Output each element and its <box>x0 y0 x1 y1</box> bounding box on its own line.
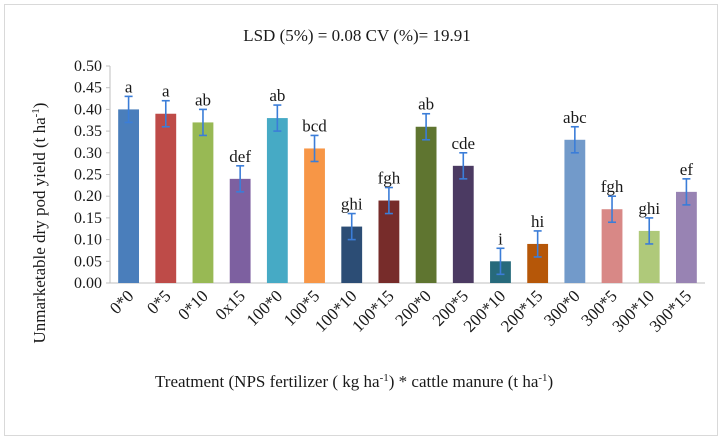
x-tick-label: 300*0 <box>540 286 583 329</box>
x-axis-label-sup: -1 <box>538 372 547 384</box>
significance-letter: fgh <box>378 169 401 188</box>
x-axis: 0*0 0*5 0*10 0x15100*0100*5100*10100*15200*… <box>106 282 705 336</box>
y-tick-label: 0.20 <box>74 188 102 205</box>
bar-300*15 <box>675 191 697 283</box>
x-tick-label: 200*0 <box>391 286 434 329</box>
bar-200*0 <box>415 126 437 283</box>
y-tick-label: 0.10 <box>74 232 102 249</box>
chart-frame: LSD (5%) = 0.08 CV (%)= 19.91 Unmarketab… <box>4 4 718 436</box>
significance-letter: cde <box>451 134 475 153</box>
bar-0*0 <box>118 109 140 284</box>
y-axis-label-sup: -1 <box>30 108 42 117</box>
x-tick-label: 0*10 <box>174 286 211 323</box>
x-tick-label: 0*0 <box>106 286 137 317</box>
significance-letter: ghi <box>341 195 363 214</box>
y-tick-label: 0.50 <box>74 58 102 75</box>
significance-letter: def <box>229 147 251 166</box>
bar-200*15 <box>527 243 549 283</box>
significance-letter: ab <box>418 95 434 114</box>
significance-letter: abc <box>563 108 587 127</box>
x-axis-label-sup: -1 <box>380 372 389 384</box>
bar-300*5 <box>601 209 623 283</box>
x-axis-label: Treatment (NPS fertilizer ( kg ha-1) * c… <box>155 372 553 391</box>
significance-letter: ghi <box>638 199 660 218</box>
bar-300*10 <box>638 230 660 283</box>
significance-letter: ab <box>195 90 211 109</box>
bar-100*10 <box>341 226 363 283</box>
x-tick-label: 300*15 <box>646 286 695 335</box>
y-axis-label: Unmarketable dry pod yield (t ha-1) <box>30 103 49 344</box>
y-tick-label: 0.15 <box>74 210 102 227</box>
bar-0*10 <box>192 122 214 283</box>
significance-letter: bcd <box>302 116 327 135</box>
bar-chart: LSD (5%) = 0.08 CV (%)= 19.91 Unmarketab… <box>30 26 705 391</box>
x-tick-label: 100*15 <box>348 286 397 335</box>
bar-200*5 <box>452 165 474 283</box>
significance-letter: a <box>125 77 133 96</box>
x-tick-label: 0*5 <box>143 286 174 317</box>
bar-100*0 <box>266 118 288 283</box>
y-tick-label: 0.25 <box>74 167 102 184</box>
bar-0*5 <box>155 113 177 284</box>
x-axis-label-part: ) * cattle manure (t ha <box>389 372 539 391</box>
significance-letter: ef <box>680 160 694 179</box>
y-tick-label: 0.40 <box>74 101 102 118</box>
bar-0x15 <box>229 178 251 283</box>
bar-100*5 <box>304 148 325 283</box>
x-axis-label-part: Treatment (NPS fertilizer ( kg ha <box>155 372 380 391</box>
y-tick-label: 0.05 <box>74 253 102 270</box>
y-tick-label: 0.00 <box>74 275 102 292</box>
significance-letter: ab <box>269 86 285 105</box>
bar-100*15 <box>378 200 400 283</box>
y-axis-label-main: Unmarketable dry pod yield (t ha <box>30 117 49 344</box>
significance-letter: a <box>162 82 170 101</box>
significance-letter: fgh <box>601 177 624 196</box>
significance-letter: i <box>498 229 503 248</box>
y-tick-label: 0.35 <box>74 123 102 140</box>
y-tick-label: 0.45 <box>74 80 102 97</box>
bar-300*0 <box>564 139 586 283</box>
y-axis-label-end: ) <box>30 103 49 109</box>
x-tick-label: 100*0 <box>243 286 286 329</box>
y-tick-label: 0.30 <box>74 145 102 162</box>
x-tick-label: 200*15 <box>497 286 546 335</box>
significance-letter: hi <box>531 212 545 231</box>
x-axis-label-part: ) <box>548 372 554 391</box>
chart-title: LSD (5%) = 0.08 CV (%)= 19.91 <box>243 26 471 45</box>
y-axis: 0.00 0.05 0.10 0.15 0.20 0.25 0.30 0.35 0.40 0.45… <box>74 58 111 292</box>
